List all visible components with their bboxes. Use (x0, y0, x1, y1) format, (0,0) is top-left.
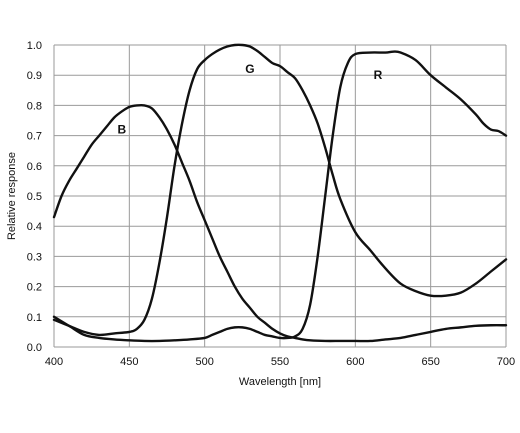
x-axis-label: Wavelength [nm] (239, 376, 321, 388)
y-tick-label: 0.5 (27, 191, 42, 203)
x-tick-label: 700 (497, 356, 515, 368)
chart-grid (53, 44, 507, 348)
x-tick-label: 400 (45, 356, 63, 368)
series-label-g: G (245, 62, 254, 76)
series-layer (52, 43, 508, 343)
x-tick-label: 650 (421, 356, 439, 368)
y-tick-label: 0.3 (27, 251, 42, 263)
y-tick-label: 0.0 (27, 342, 42, 354)
y-tick-label: 0.6 (27, 161, 42, 173)
series-label-r: R (374, 68, 383, 82)
y-tick-label: 0.7 (27, 131, 42, 143)
y-tick-label: 0.8 (27, 100, 42, 112)
y-tick-label: 0.2 (27, 282, 42, 294)
x-axis-ticks: 400 450 500 550 600 650 700 (45, 356, 515, 368)
y-tick-label: 0.1 (27, 312, 42, 324)
x-tick-label: 450 (120, 356, 138, 368)
series-label-b: B (117, 123, 126, 137)
x-tick-label: 600 (346, 356, 364, 368)
series-line-r (52, 50, 508, 343)
y-tick-label: 0.4 (27, 221, 42, 233)
y-tick-label: 1.0 (27, 40, 42, 52)
y-axis-label: Relative response (6, 152, 18, 240)
x-tick-label: 500 (195, 356, 213, 368)
y-tick-label: 0.9 (27, 70, 42, 82)
y-axis-ticks: 0.0 0.1 0.2 0.3 0.4 0.5 0.6 0.7 0.8 0.9 1.0 (27, 40, 42, 354)
x-tick-label: 550 (271, 356, 289, 368)
series-line-b (52, 103, 508, 343)
series-line-g (52, 43, 508, 337)
series-labels: B G R (117, 62, 382, 136)
